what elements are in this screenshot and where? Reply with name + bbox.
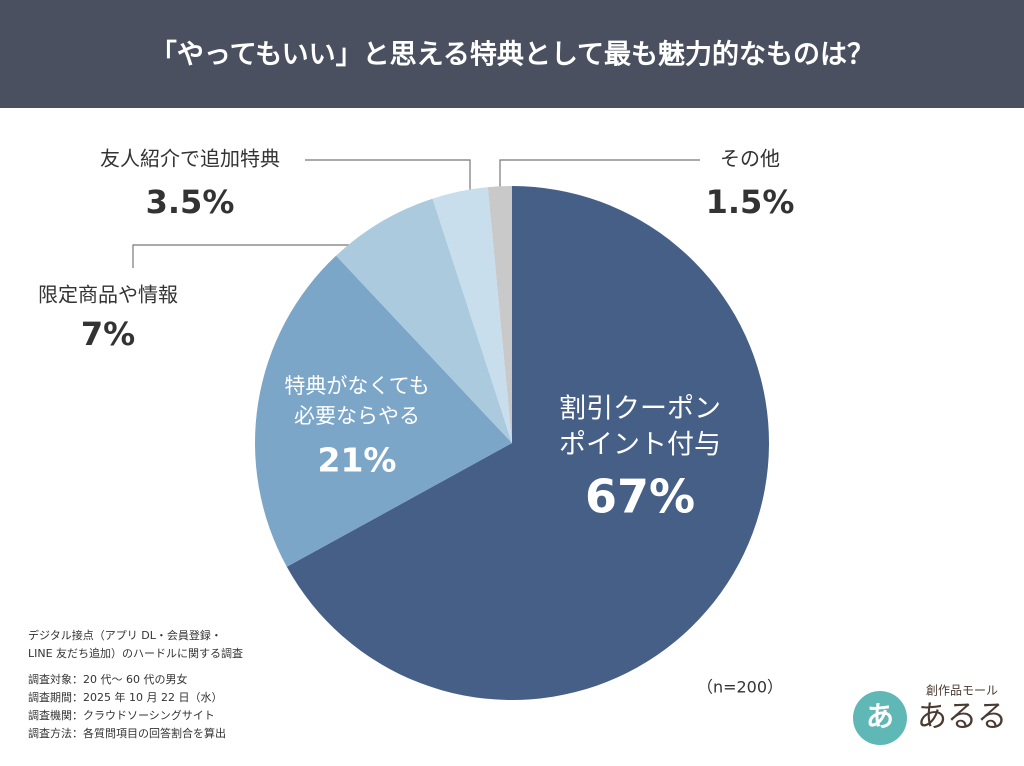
value-label: 3.5% [146,183,235,221]
leader-line [499,159,700,190]
logo-name: あるる [917,700,1007,735]
header-bar [0,0,1024,108]
pie-slice [432,187,512,443]
slice-label: 特典がなくても [284,374,429,398]
logo: あ 創作品モール あるる [853,684,1007,745]
value-label: 67% [585,470,695,524]
pie-slice [487,186,512,443]
chart-title: 「やってもいい」と思える特典として最も魅力的なものは？ [150,39,874,71]
slice-label: 友人紹介で追加特典 [100,147,280,171]
value-label: 21% [318,441,397,480]
logo-mark: あ [866,700,894,733]
footnote: デジタル接点（アプリ DL・会員登録・ [28,628,222,642]
pie-slice [255,255,513,567]
footnote: 調査期間：2025 年 10 月 22 日（水） [28,690,222,704]
slice-label: 割引クーポン [559,394,721,425]
value-label: 1.5% [706,183,795,221]
footnote: 調査機関：クラウドソーシングサイト [28,708,215,722]
logo-tagline: 創作品モール [926,684,998,698]
value-label: 7% [81,315,135,353]
slice-label: ポイント付与 [559,430,721,461]
logo-circle [853,691,907,745]
footnote: 調査方法：各質問項目の回答割合を算出 [28,726,226,740]
slice-label: 必要ならやる [294,404,420,428]
slice-label: 限定商品や情報 [38,283,178,307]
pie-slice [336,198,512,443]
slice-label: その他 [720,147,780,171]
footnote: 調査対象：20 代〜 60 代の男女 [28,672,187,686]
leader-line [305,159,471,190]
sample-note: （n=200） [697,678,783,697]
footnote: LINE 友だち追加）のハードルに関する調査 [28,646,243,660]
pie-slice [286,186,769,700]
